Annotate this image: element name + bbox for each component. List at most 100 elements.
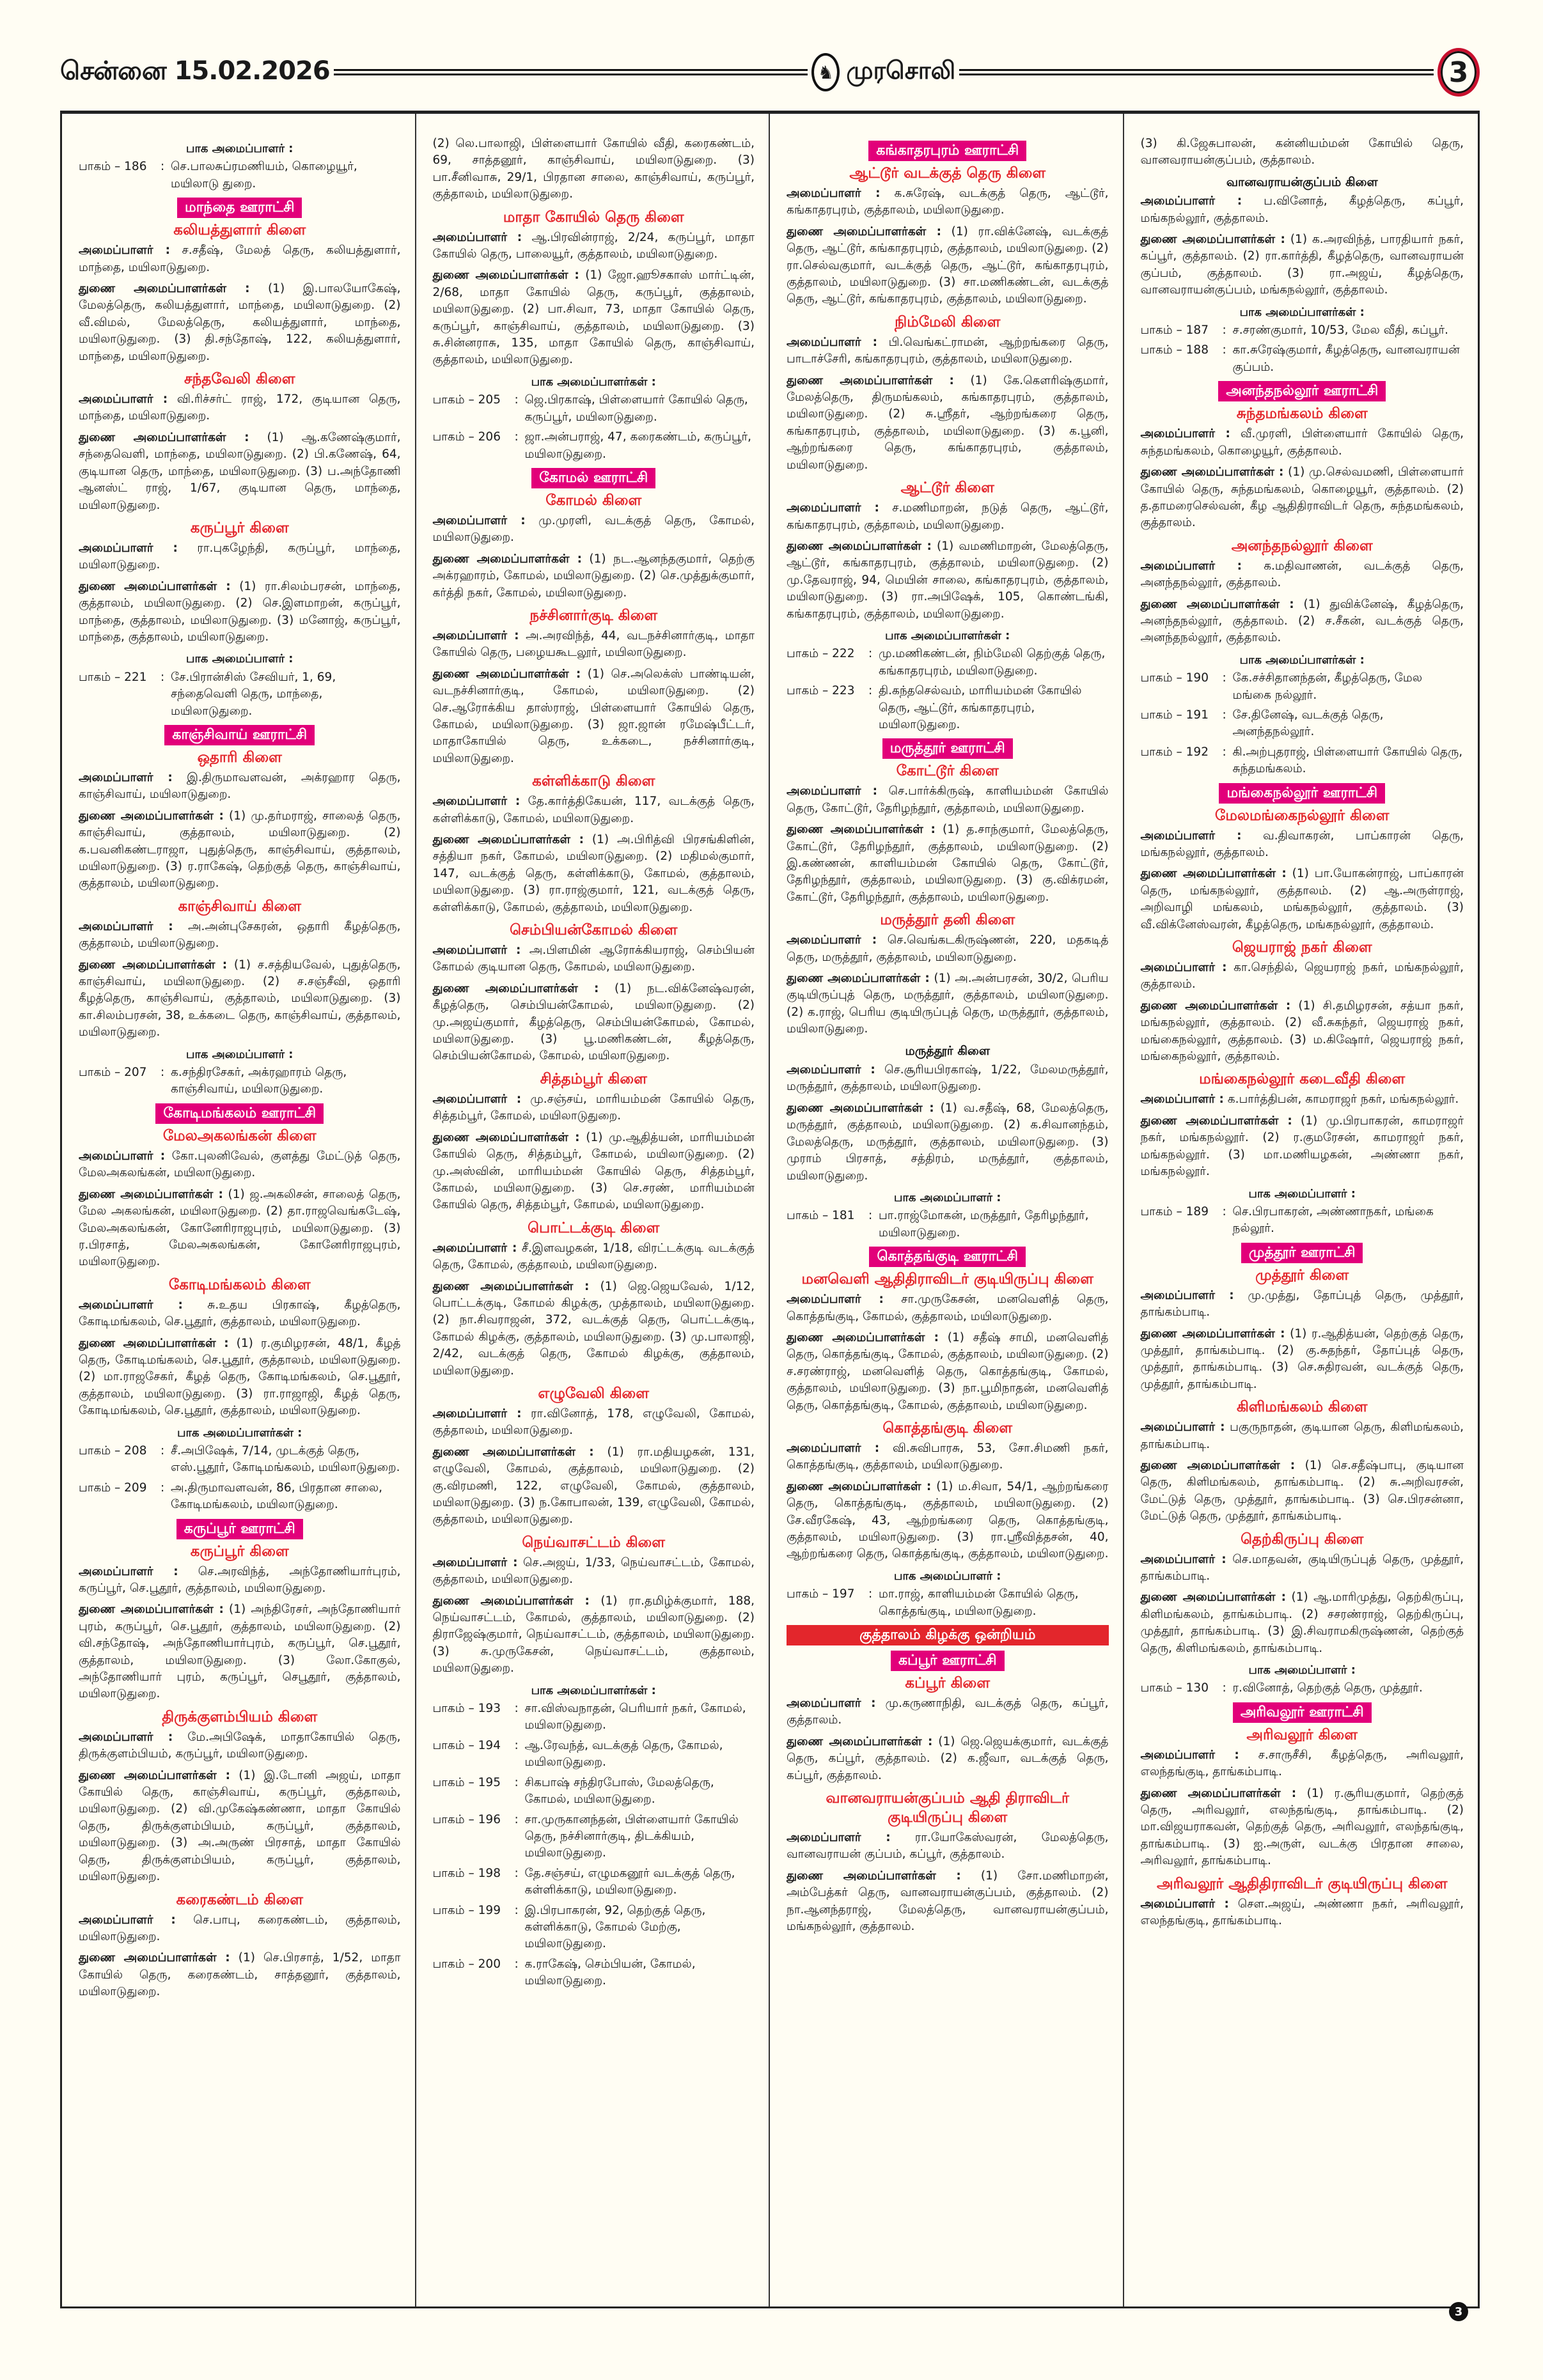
entry-label: துணை அமைப்பாளர்கள் :	[1140, 999, 1291, 1013]
panchayat-heading: கப்பூர் ஊராட்சி	[787, 1651, 1109, 1672]
organiser-entry: அமைப்பாளர் : க.பார்த்திபன், காமராஜர் நகர…	[1141, 1091, 1464, 1108]
branch-heading: சித்தம்பூர் கிளை	[540, 1070, 647, 1087]
entry-text: அ.அன்புசேகரன், ஒதாரி கீழத்தெரு, குத்தாலம…	[79, 919, 401, 951]
entry-text: செ.அரவிந்த், அந்தோணியார்புரம், கருப்பூர்…	[79, 1564, 401, 1595]
entry-label: அமைப்பாளர் :	[787, 187, 881, 200]
deputy-organisers-entry: துணை அமைப்பாளர்கள் : (1) கே.கௌரிஷ்குமார்…	[787, 373, 1109, 474]
branch-heading: காஞ்சிவாய் கிளை	[178, 898, 302, 915]
ward-organiser: ச.சரண்குமார், 10/53, மேல வீதி, கப்பூர்.	[1232, 323, 1449, 338]
deputy-organisers-entry: துணை அமைப்பாளர்கள் : (1) ஜெ.ஜெயக்குமார்,…	[787, 1734, 1109, 1784]
entry-label: துணை அமைப்பாளர்கள் :	[432, 1445, 594, 1459]
organiser-entry: அமைப்பாளர் : செ.அஜய், 1/33, நெய்வாசட்டம்…	[433, 1555, 755, 1589]
organiser-entry: அமைப்பாளர் : ஆ.பிரவின்ராஜ், 2/24, கருப்ப…	[433, 229, 755, 263]
ward-organiser: சா.விஸ்வநாதன், பெரியார் நகர், கோமல், மயி…	[524, 1702, 746, 1732]
entry-label: துணை அமைப்பாளர்கள் :	[432, 552, 582, 566]
deputy-organisers-entry: துணை அமைப்பாளர்கள் : (1) ரா.மதியழகன், 13…	[433, 1444, 755, 1528]
branch-heading: கோமல் கிளை	[545, 492, 642, 509]
entry-label: அமைப்பாளர் :	[1140, 1748, 1239, 1762]
lion-emblem-icon: ♞	[811, 53, 840, 91]
deputy-organisers-entry: துணை அமைப்பாளர்கள் : (1) மு.பிரபாகரன், க…	[1141, 1113, 1464, 1181]
ward-number: பாகம் – 198	[432, 1866, 501, 1880]
entry-label: அமைப்பாளர் :	[432, 795, 521, 809]
page-number-badge: 3	[1437, 48, 1480, 97]
deputy-organisers-entry: துணை அமைப்பாளர்கள் : (1) மு.செல்வமணி, பி…	[1141, 464, 1464, 532]
colon: :	[514, 1903, 519, 1917]
entry-label: அமைப்பாளர் :	[79, 919, 173, 933]
deputy-organisers-entry: துணை அமைப்பாளர்கள் : (1) செ.பிரசாத், 1/5…	[79, 1950, 401, 2000]
entry-text: செ.பார்க்கிருஷ், காளியம்மன் கோயில் தெரு,…	[787, 784, 1109, 815]
edition-date: சென்னை 15.02.2026	[60, 56, 331, 86]
entry-text: (1) ர.சூரியகுமார், தெற்குத் தெரு, அரிவலூ…	[1140, 1786, 1464, 1868]
entry-text: (1) க.அரவிந்த், பாரதியார் நகர், கப்பூர்,…	[1140, 233, 1464, 297]
entry-text: (1) சோ.மணிமாறன், அம்பேத்கர் தெரு, வானவரா…	[787, 1869, 1109, 1934]
branch-heading: நெய்வாசட்டம் கிளை	[522, 1534, 666, 1551]
organiser-entry: அமைப்பாளர் : ச.மணிமாறன், நடுத் தெரு, ஆட்…	[787, 500, 1109, 534]
ward-organiser-heading: பாக அமைப்பாளர்கள் :	[885, 628, 1010, 642]
entry-label: துணை அமைப்பாளர்கள் :	[432, 268, 579, 283]
entry-text: (1) செ.அலெக்ஸ் பாண்டியன், வடநச்சினார்குட…	[432, 667, 755, 765]
branch-heading: முத்தூர் கிளை	[1255, 1266, 1349, 1284]
branch-heading: மருத்தூர் கிளை	[905, 1043, 991, 1058]
entry-text: க.சுரேஷ், வடக்குத் தெரு, ஆட்டூர், கங்காத…	[787, 187, 1109, 217]
organiser-entry: அமைப்பாளர் : செ.பாபு, கரைகண்டம், குத்தால…	[79, 1912, 401, 1946]
ward-organiser: செ.பாலசுப்ரமணியம், கொழையூர், மயிலாடு துற…	[171, 160, 357, 191]
organiser-entry: அமைப்பாளர் : க.சுரேஷ், வடக்குத் தெரு, ஆட…	[787, 185, 1109, 219]
entry-label: துணை அமைப்பாளர்கள் :	[787, 224, 941, 238]
entry-text: அ.பிளமின் ஆரோக்கியராஜ், செம்பியன் கோமல் …	[432, 944, 755, 974]
deputy-organisers-entry: துணை அமைப்பாளர்கள் : (1) ர.ஆதித்யன், தெற…	[1141, 1326, 1464, 1394]
branch-heading: கோட்டூர் கிளை	[896, 763, 999, 780]
entry-label: துணை அமைப்பாளர்கள் :	[787, 972, 930, 986]
branch-heading: ஒதாரி கிளை	[197, 749, 282, 766]
colon: :	[514, 430, 519, 444]
deputy-organisers-entry: துணை அமைப்பாளர்கள் : (1) ம.சிவா, 54/1, ஆ…	[787, 1479, 1109, 1563]
ward-entry: பாகம் – 206: ஜா.அன்பராஜ், 47, கரைகண்டம், …	[433, 429, 755, 463]
branch-heading: தெற்கிருப்பு கிளை	[1241, 1530, 1364, 1548]
entry-text: (1) ச.சத்தியவேல், புதுத்தெரு, காஞ்சிவாய்…	[79, 958, 401, 1039]
union-banner: குத்தாலம் கிழக்கு ஒன்றியம்	[787, 1625, 1109, 1646]
entry-text: கோ.புலனிவேல், குளத்து மேட்டுத் தெரு, மேல…	[79, 1149, 401, 1180]
ward-organiser: கி.அற்புதராஜ், பிள்ளையார் கோயில் தெரு, ச…	[1232, 745, 1463, 776]
entry-text: (1) செ.சதீஷ்பாபு, குடியான தெரு, கிளிமங்க…	[1140, 1458, 1464, 1523]
organiser-entry: அமைப்பாளர் : ப.வினோத், கீழத்தெரு, கப்பூர…	[1141, 193, 1464, 227]
branch-heading: கொத்தங்குடி கிளை	[882, 1419, 1013, 1436]
ward-organiser-heading: பாக அமைப்பாளர்கள் :	[1239, 653, 1365, 667]
entry-text: ரா.யோகேஸ்வரன், மேலத்தெரு, வானவராயன் குப்…	[787, 1831, 1109, 1862]
entry-text: (1) ரா.சிலம்பரசன், மாந்தை, குத்தாலம், மய…	[79, 579, 401, 644]
ward-number: பாகம் – 181	[787, 1209, 855, 1223]
ward-entry: பாகம் – 198: தே.சஞ்சய், எழுமகனூர் வடக்குத…	[433, 1865, 755, 1899]
entry-label: அமைப்பாளர் :	[1140, 1288, 1234, 1302]
deputy-organisers-entry: துணை அமைப்பாளர்கள் : (1) த.சாந்குமார், ம…	[787, 821, 1109, 906]
ward-organiser: பா.ராஜ்மோகன், மருத்தூர், தேரிழந்தூர், மய…	[879, 1209, 1089, 1240]
entry-text: (1) அ.பிரித்வி பிரசங்கிளின், சத்தியா நகர…	[432, 833, 755, 914]
ward-organiser: ர.வினோத், தெற்குத் தெரு, முத்தூர்.	[1232, 1681, 1423, 1695]
colon: :	[161, 1443, 165, 1458]
entry-label: துணை அமைப்பாளர்கள் :	[1140, 597, 1294, 611]
ward-entry: பாகம் – 199: இ.பிரபாகரன், 92, தெற்குத் தெ…	[433, 1902, 755, 1953]
entry-text: (1) துவிக்னேஷ், கீழத்தெரு, அனந்தநல்லூர்,…	[1140, 597, 1464, 645]
branch-heading: வானவராயன்குப்பம் ஆதி திராவிடர் குடியிருப…	[826, 1790, 1070, 1826]
entry-text: வி.சுவிபாரசு, 53, சோ.சிமணி நகர், கொத்தங்…	[787, 1441, 1109, 1472]
branch-heading: ஜெயராஜ் நகர் கிளை	[1232, 939, 1372, 956]
entry-text: மு.சஞ்சய், மாரியம்மன் கோயில் தெரு, சித்த…	[432, 1092, 755, 1123]
entry-label: அமைப்பாளர் :	[1140, 1420, 1225, 1435]
entry-label: துணை அமைப்பாளர்கள் :	[79, 579, 231, 593]
entry-text: ரா.புகழேந்தி, கருப்பூர், மாந்தை, மயிலாடு…	[79, 541, 401, 572]
entry-text: செள.அஜய், அண்ணா நகர், அரிவலூர், எலந்தங்க…	[1140, 1897, 1464, 1928]
entry-label: அமைப்பாளர் :	[1140, 1897, 1229, 1911]
deputy-organisers-entry: துணை அமைப்பாளர்கள் : (1) இ.பாலயோகேஷ், மே…	[79, 281, 401, 365]
organiser-entry: அமைப்பாளர் : ரா.புகழேந்தி, கருப்பூர், மா…	[79, 540, 401, 574]
panchayat-heading: அரிவலூர் ஊராட்சி	[1141, 1702, 1464, 1723]
entry-label: துணை அமைப்பாளர்கள் :	[787, 1479, 932, 1493]
entry-label: அமைப்பாளர் :	[432, 944, 521, 958]
deputy-organisers-entry: துணை அமைப்பாளர்கள் : (1) ச.சத்தியவேல், ப…	[79, 957, 401, 1041]
branch-heading: பொட்டக்குடி கிளை	[528, 1219, 660, 1236]
entry-text: (1) சதீஷ் சாமி, மனவெளித் தெரு, கொத்தங்கு…	[787, 1330, 1109, 1412]
entry-label: துணை அமைப்பாளர்கள் :	[79, 1603, 224, 1617]
organiser-entry: அமைப்பாளர் : மு.முரளி, வடக்குத் தெரு, கோ…	[433, 513, 755, 547]
organiser-entry: அமைப்பாளர் : செ.அரவிந்த், அந்தோணியார்புர…	[79, 1564, 401, 1598]
ward-organiser: அ.திருமாவளவன், 86, பிரதான சாலை, கோடிமங்க…	[171, 1481, 383, 1512]
colon: :	[868, 1209, 873, 1223]
ward-entry: பாகம் – 187: ச.சரண்குமார், 10/53, மேல வீத…	[1141, 322, 1464, 339]
panchayat-heading: அனந்தநல்லூர் ஊராட்சி	[1141, 381, 1464, 402]
organiser-entry: அமைப்பாளர் : மு.சஞ்சய், மாரியம்மன் கோயில…	[433, 1091, 755, 1125]
